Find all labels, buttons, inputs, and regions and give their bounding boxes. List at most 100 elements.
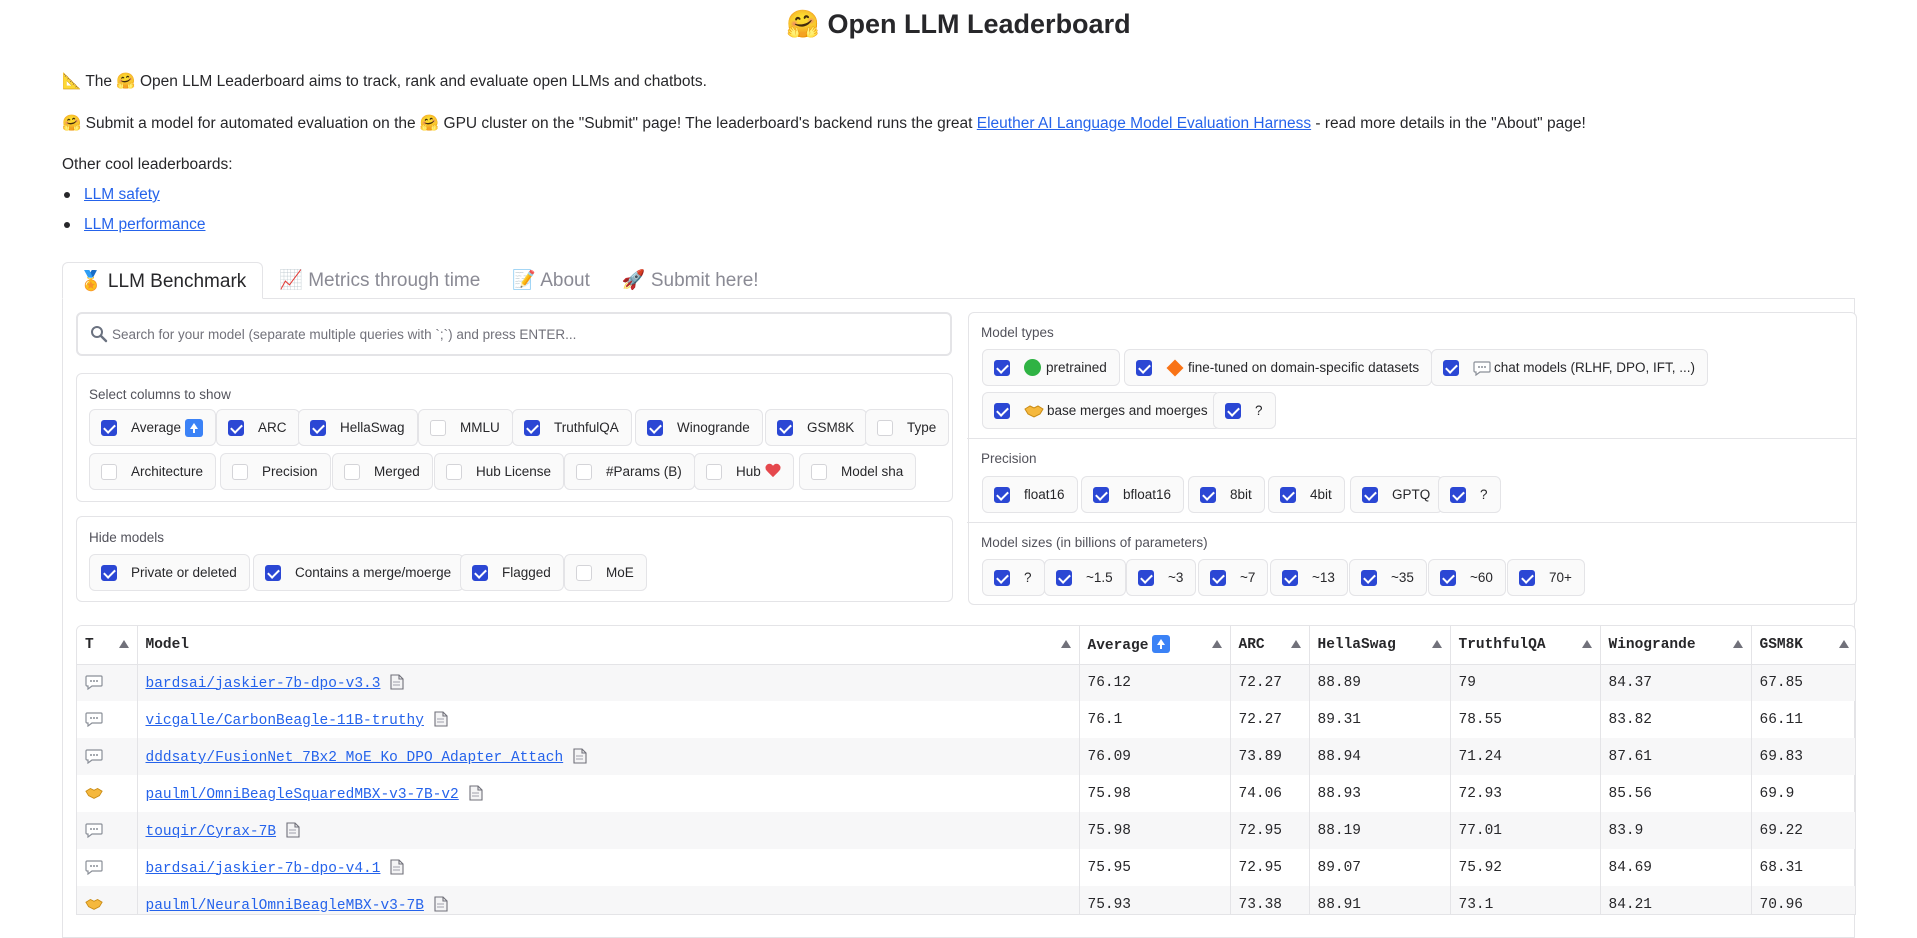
checkbox[interactable]: [811, 463, 827, 480]
document-icon[interactable]: [573, 747, 587, 764]
column-toggle-gsm8k[interactable]: GSM8K: [765, 409, 868, 446]
size-toggle-60[interactable]: ~60: [1428, 559, 1506, 596]
checkbox[interactable]: [472, 564, 488, 581]
precision-toggle-gptq[interactable]: GPTQ: [1350, 476, 1444, 513]
sort-arrow-icon[interactable]: [1290, 640, 1301, 648]
checkbox[interactable]: [1225, 402, 1241, 419]
checkbox[interactable]: [446, 463, 462, 480]
checkbox[interactable]: [576, 564, 592, 581]
document-icon[interactable]: [390, 674, 405, 690]
model-link[interactable]: paulml/OmniBeagleSquaredMBX-v3-7B-v2: [145, 786, 459, 803]
precision-toggle-bfloat16[interactable]: bfloat16: [1081, 476, 1185, 513]
document-icon[interactable]: [434, 710, 448, 727]
column-toggle-precision[interactable]: Precision: [220, 453, 331, 490]
sort-arrow-icon[interactable]: [1732, 640, 1743, 648]
precision-toggle-8bit[interactable]: 8bit: [1188, 476, 1265, 513]
column-toggle-merged[interactable]: Merged: [332, 453, 433, 490]
tab-llm-benchmark[interactable]: 🏅 LLM Benchmark: [62, 262, 264, 299]
column-toggle-truthfulqa[interactable]: TruthfulQA: [512, 409, 632, 446]
size-toggle-1-5[interactable]: ~1.5: [1044, 559, 1126, 596]
checkbox[interactable]: [576, 463, 592, 480]
checkbox[interactable]: [777, 419, 793, 436]
eleuther-harness-link[interactable]: Eleuther AI Language Model Evaluation Ha…: [976, 115, 1312, 132]
checkbox[interactable]: [994, 402, 1010, 419]
tab-submit[interactable]: 🚀 Submit here!: [621, 270, 759, 291]
llm-safety-link[interactable]: LLM safety: [84, 186, 160, 203]
column-toggle-model-sha[interactable]: Model sha: [799, 453, 917, 490]
checkbox[interactable]: [706, 463, 722, 480]
header-arc[interactable]: ARC: [1230, 626, 1310, 665]
model-link[interactable]: bardsai/jaskier-7b-dpo-v4.1: [145, 860, 381, 877]
hide-private-toggle[interactable]: Private or deleted: [89, 554, 250, 591]
checkbox[interactable]: [994, 359, 1010, 376]
precision-toggle-float16[interactable]: float16: [982, 476, 1078, 513]
type-toggle-pretrained[interactable]: pretrained: [982, 349, 1120, 386]
model-link[interactable]: vicgalle/CarbonBeagle-11B-truthy: [145, 712, 424, 729]
model-link[interactable]: dddsaty/FusionNet_7Bx2_MoE_Ko_DPO_Adapte…: [145, 749, 564, 766]
checkbox[interactable]: [1136, 359, 1152, 376]
checkbox[interactable]: [1450, 486, 1466, 503]
header-type[interactable]: T: [77, 626, 138, 665]
model-link[interactable]: bardsai/jaskier-7b-dpo-v3.3: [145, 675, 381, 692]
column-toggle-hub[interactable]: Hub: [694, 453, 794, 490]
size-toggle-35[interactable]: ~35: [1349, 559, 1427, 596]
checkbox[interactable]: [430, 419, 446, 436]
hide-flagged-toggle[interactable]: Flagged: [460, 554, 564, 591]
column-toggle-average[interactable]: Average: [89, 409, 217, 446]
sort-arrow-icon[interactable]: [1060, 640, 1071, 648]
checkbox[interactable]: [1280, 486, 1296, 503]
document-icon[interactable]: [469, 784, 483, 801]
checkbox[interactable]: [1440, 569, 1456, 586]
document-icon[interactable]: [390, 858, 405, 875]
header-average[interactable]: Average: [1079, 626, 1231, 665]
checkbox[interactable]: [1362, 486, 1378, 503]
checkbox[interactable]: [228, 419, 244, 436]
size-toggle-3[interactable]: ~3: [1126, 559, 1197, 596]
precision-toggle-4bit[interactable]: 4bit: [1268, 476, 1345, 513]
checkbox[interactable]: [232, 463, 248, 480]
checkbox[interactable]: [994, 486, 1010, 503]
column-toggle-hellaswag[interactable]: HellaSwag: [298, 409, 418, 446]
document-icon[interactable]: [286, 821, 300, 838]
checkbox[interactable]: [344, 463, 360, 480]
header-model[interactable]: Model: [137, 626, 1080, 665]
checkbox[interactable]: [1210, 569, 1226, 586]
search-input[interactable]: [110, 320, 940, 348]
sort-arrow-icon[interactable]: [1838, 640, 1849, 648]
hide-merge-toggle[interactable]: Contains a merge/moerge: [253, 554, 465, 591]
column-toggle-params[interactable]: #Params (B): [564, 453, 695, 490]
type-toggle-unknown[interactable]: ?: [1213, 392, 1276, 429]
size-toggle-unknown[interactable]: ?: [982, 559, 1045, 596]
column-toggle-architecture[interactable]: Architecture: [89, 453, 217, 490]
checkbox[interactable]: [1138, 569, 1154, 586]
checkbox[interactable]: [1056, 569, 1072, 586]
sort-arrow-icon[interactable]: [118, 640, 129, 648]
size-toggle-13[interactable]: ~13: [1270, 559, 1348, 596]
sort-arrow-icon[interactable]: [1431, 640, 1442, 648]
header-gsm8k[interactable]: GSM8K: [1751, 626, 1855, 665]
size-toggle-7[interactable]: ~7: [1198, 559, 1269, 596]
checkbox[interactable]: [1361, 569, 1377, 586]
checkbox[interactable]: [265, 564, 281, 581]
sort-arrow-icon[interactable]: [1581, 640, 1592, 648]
header-winogrande[interactable]: Winogrande: [1600, 626, 1752, 665]
checkbox[interactable]: [1200, 486, 1216, 503]
checkbox[interactable]: [994, 569, 1010, 586]
checkbox[interactable]: [647, 419, 663, 436]
checkbox[interactable]: [101, 419, 117, 436]
header-hellaswag[interactable]: HellaSwag: [1309, 626, 1451, 665]
tab-metrics-through-time[interactable]: 📈 Metrics through time: [279, 270, 481, 291]
checkbox[interactable]: [1519, 569, 1535, 586]
model-link[interactable]: paulml/NeuralOmniBeagleMBX-v3-7B: [145, 897, 424, 914]
column-toggle-mmlu[interactable]: MMLU: [418, 409, 513, 446]
header-truthfulqa[interactable]: TruthfulQA: [1450, 626, 1601, 665]
checkbox[interactable]: [310, 419, 326, 436]
checkbox[interactable]: [1093, 486, 1109, 503]
type-toggle-merges[interactable]: base merges and moerges: [982, 392, 1221, 429]
document-icon[interactable]: [434, 895, 448, 912]
checkbox[interactable]: [877, 419, 893, 436]
type-toggle-finetuned[interactable]: fine-tuned on domain-specific datasets: [1124, 349, 1433, 386]
column-toggle-winogrande[interactable]: Winogrande: [635, 409, 763, 446]
column-toggle-type[interactable]: Type: [865, 409, 950, 446]
column-toggle-hub-license[interactable]: Hub License: [434, 453, 565, 490]
